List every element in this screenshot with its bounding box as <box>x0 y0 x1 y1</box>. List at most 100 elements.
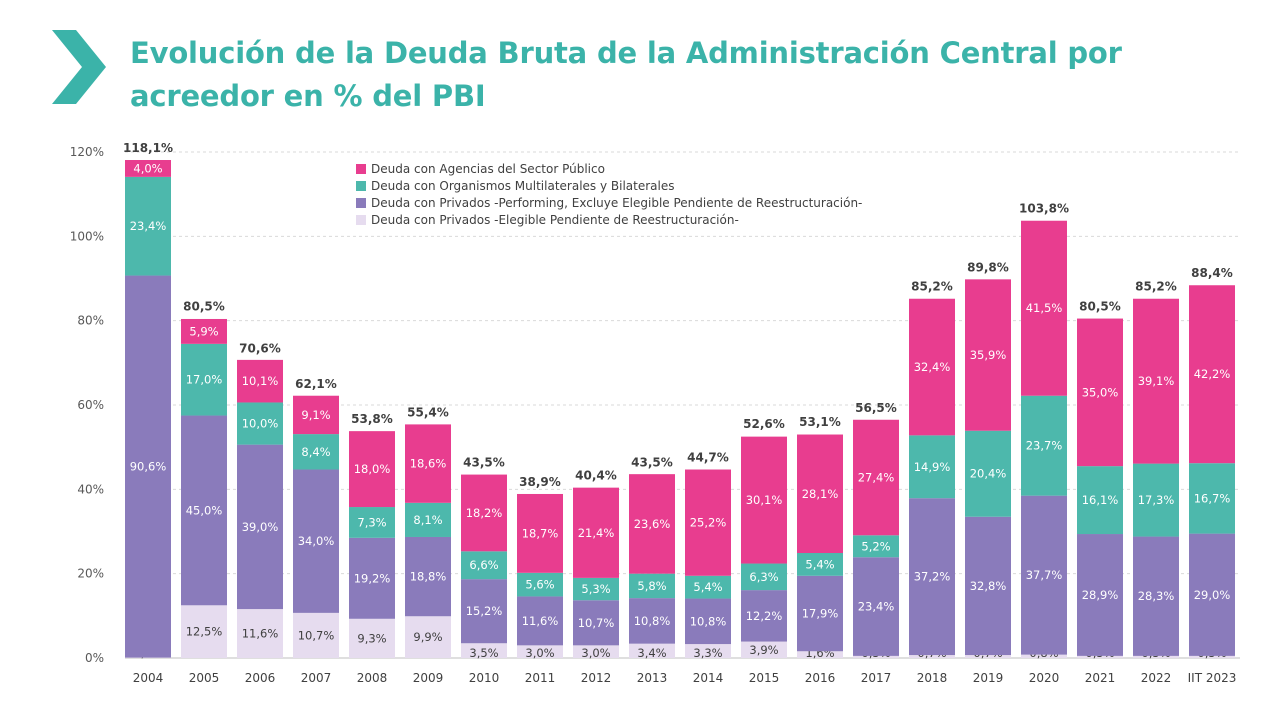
data-label: 8,1% <box>413 513 442 527</box>
bar-segment <box>461 474 507 552</box>
data-label: 23,7% <box>1026 439 1063 453</box>
bar-segment <box>237 444 283 610</box>
data-label: 8,4% <box>301 445 330 459</box>
bar-segment <box>1189 463 1235 534</box>
data-label: 10,1% <box>242 374 279 388</box>
bar-segment <box>125 275 171 658</box>
bar-segment <box>293 434 339 470</box>
bar-segment <box>1189 285 1235 464</box>
data-label: 10,7% <box>298 628 335 642</box>
bar-segment <box>461 643 507 658</box>
x-tick-label: IIT 2023 <box>1188 671 1237 685</box>
bar-segment <box>965 430 1011 517</box>
y-tick-label: 60% <box>77 398 104 412</box>
data-label: 18,8% <box>410 570 447 584</box>
total-label: 38,9% <box>519 475 561 489</box>
x-tick-label: 2012 <box>581 671 612 685</box>
data-label: 10,8% <box>634 614 671 628</box>
x-tick-label: 2015 <box>749 671 780 685</box>
x-tick-label: 2014 <box>693 671 724 685</box>
data-label: 27,4% <box>858 471 895 485</box>
legend-label: Deuda con Privados -Elegible Pendiente d… <box>371 212 739 227</box>
x-tick-label: 2013 <box>637 671 668 685</box>
bar-segment <box>237 359 283 403</box>
bar-segment <box>573 577 619 601</box>
total-label: 103,8% <box>1019 201 1069 215</box>
data-label: 9,3% <box>357 631 386 645</box>
x-tick-label: 2010 <box>469 671 500 685</box>
x-tick-label: 2018 <box>917 671 948 685</box>
data-label: 34,0% <box>298 534 335 548</box>
bar-segment <box>1021 220 1067 396</box>
data-label: 5,2% <box>861 539 890 553</box>
data-label: 3,0% <box>581 646 610 660</box>
bar-segment <box>909 655 955 658</box>
x-tick-label: 2008 <box>357 671 388 685</box>
y-tick-label: 100% <box>70 229 104 243</box>
data-label: 9,9% <box>413 630 442 644</box>
bar-segment <box>685 575 731 599</box>
bar-segment <box>965 279 1011 431</box>
data-label: 35,9% <box>970 348 1007 362</box>
bar-segment <box>965 655 1011 658</box>
x-tick-label: 2009 <box>413 671 444 685</box>
total-label: 85,2% <box>1135 280 1177 294</box>
data-label: 5,6% <box>525 578 554 592</box>
legend-swatch <box>356 214 366 225</box>
total-label: 53,8% <box>351 412 393 426</box>
bar-segment <box>853 557 899 656</box>
data-label: 25,2% <box>690 516 727 530</box>
data-label: 23,4% <box>130 219 167 233</box>
bar-segment <box>181 605 227 658</box>
data-label: 12,2% <box>746 609 783 623</box>
x-tick-label: 2005 <box>189 671 220 685</box>
total-label: 53,1% <box>799 415 841 429</box>
bar-segment <box>853 655 899 658</box>
bar-segment <box>405 502 451 537</box>
x-tick-label: 2017 <box>861 671 892 685</box>
bar-segment <box>349 618 395 658</box>
legend-item: Deuda con Privados -Performing, Excluye … <box>356 194 862 211</box>
chevron-right-icon <box>52 30 106 104</box>
data-label: 18,2% <box>466 506 503 520</box>
bar-segment <box>125 160 171 177</box>
legend-swatch <box>356 180 366 191</box>
total-label: 80,5% <box>183 300 225 314</box>
data-label: 21,4% <box>578 526 615 540</box>
data-label: 19,2% <box>354 571 391 585</box>
x-tick-label: 2004 <box>133 671 164 685</box>
data-label: 37,2% <box>914 570 951 584</box>
bar-segment <box>1077 318 1123 467</box>
bar-segment <box>573 487 619 578</box>
bar-segment <box>629 643 675 658</box>
legend-label: Deuda con Privados -Performing, Excluye … <box>371 195 863 210</box>
bar-segment <box>1189 533 1235 656</box>
bar-segment <box>181 318 227 344</box>
data-label: 17,9% <box>802 607 839 621</box>
bar-segment <box>1077 534 1123 656</box>
data-label: 16,7% <box>1194 491 1231 505</box>
bar-segment <box>685 469 731 576</box>
total-label: 43,5% <box>463 456 505 470</box>
x-tick-label: 2020 <box>1029 671 1060 685</box>
data-label: 23,6% <box>634 517 671 531</box>
bar-segment <box>909 298 955 436</box>
bar-segment <box>349 507 395 538</box>
legend-item: Deuda con Organismos Multilaterales y Bi… <box>356 177 862 194</box>
x-tick-label: 2007 <box>301 671 332 685</box>
x-tick-label: 2019 <box>973 671 1004 685</box>
bar-segment <box>517 493 563 573</box>
bar-segment <box>685 598 731 645</box>
y-tick-label: 80% <box>77 314 104 328</box>
bar-segment <box>741 436 787 564</box>
data-label: 37,7% <box>1026 568 1063 582</box>
bar-segment <box>1189 655 1235 658</box>
data-label: 45,0% <box>186 503 223 517</box>
bar-segment <box>237 609 283 658</box>
data-label: 5,9% <box>189 324 218 338</box>
bar-segment <box>629 598 675 644</box>
data-label: 15,2% <box>466 604 503 618</box>
data-label: 10,8% <box>690 614 727 628</box>
y-tick-label: 40% <box>77 482 104 496</box>
bar-segment <box>629 474 675 574</box>
